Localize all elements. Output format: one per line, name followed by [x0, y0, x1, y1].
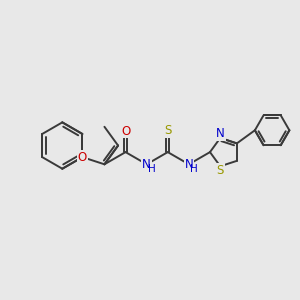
Text: N: N	[142, 158, 151, 171]
Text: N: N	[216, 127, 225, 140]
Text: H: H	[190, 164, 198, 174]
Text: H: H	[148, 164, 156, 174]
Text: S: S	[217, 164, 224, 177]
Text: S: S	[164, 124, 172, 136]
Text: N: N	[184, 158, 193, 171]
Text: O: O	[78, 151, 87, 164]
Text: O: O	[121, 124, 130, 137]
